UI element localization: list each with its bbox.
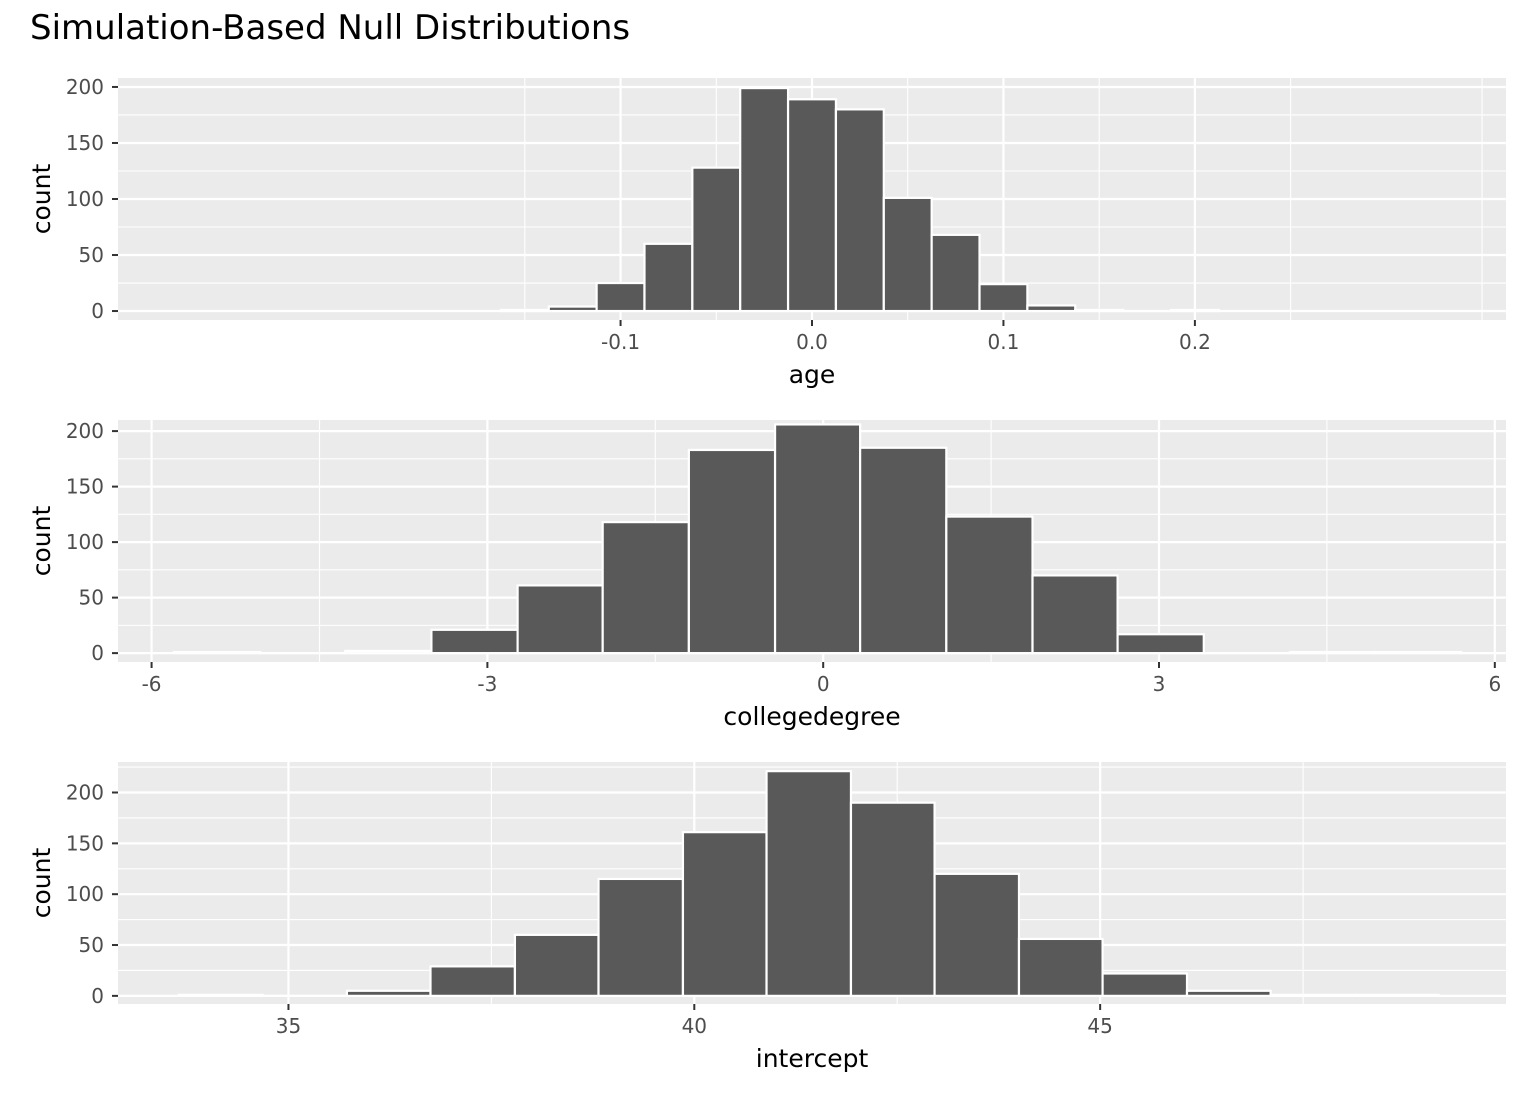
y-tick-label: 50 — [79, 243, 104, 267]
histogram-bar — [597, 877, 685, 997]
histogram-bar — [1116, 633, 1205, 655]
histogram-bar — [933, 872, 1021, 997]
histogram-bar — [1185, 989, 1272, 997]
histogram-bar — [1101, 972, 1189, 997]
histogram-bar — [691, 166, 742, 313]
y-tick-label: 200 — [66, 781, 104, 805]
histogram-bar — [1026, 304, 1077, 313]
histogram-bar — [1031, 574, 1119, 655]
histogram-bar — [1288, 650, 1377, 655]
y-tick-label: 200 — [66, 75, 104, 99]
x-axis-title: intercept — [756, 1044, 869, 1073]
y-tick-label: 150 — [66, 131, 104, 155]
histogram-bar — [643, 242, 694, 313]
x-tick-label: 0.1 — [988, 330, 1020, 354]
x-tick-label: 35 — [276, 1014, 301, 1038]
y-tick-label: 0 — [91, 299, 104, 323]
chart-panel-collegedegree: -6 -3 0 3 6 0 50 100 150 200 collegedegree count — [27, 419, 1506, 731]
histogram-bar — [765, 770, 853, 997]
histogram-bar — [1169, 308, 1220, 313]
chart-panel-age: -0.1 0.0 0.1 0.2 0 50 100 150 200 age count — [27, 75, 1506, 389]
histogram-bar — [344, 649, 433, 655]
histogram-bar — [687, 448, 777, 655]
x-tick-label: -3 — [477, 672, 497, 696]
histogram-bar — [177, 993, 264, 997]
y-tick-label: 0 — [91, 641, 104, 665]
y-tick-label: 150 — [66, 831, 104, 855]
histogram-bar — [930, 233, 981, 313]
histogram-bar — [1353, 993, 1440, 997]
y-tick-label: 200 — [66, 419, 104, 443]
histogram-bar — [882, 196, 933, 313]
histogram-bar — [499, 308, 550, 313]
histogram-bar — [430, 628, 519, 655]
x-tick-label: 6 — [1488, 672, 1501, 696]
histogram-bar — [601, 521, 690, 655]
histogram-bar — [945, 515, 1034, 655]
chart-panel-intercept: 35 40 45 0 50 100 150 200 intercept count — [27, 762, 1506, 1073]
y-axis-title: count — [27, 848, 56, 919]
y-tick-label: 150 — [66, 475, 104, 499]
x-tick-label: 45 — [1087, 1014, 1112, 1038]
histogram-bar — [595, 281, 646, 313]
x-tick-label: 40 — [682, 1014, 707, 1038]
chart-title: Simulation-Based Null Distributions — [30, 8, 631, 48]
histogram-bar — [739, 86, 790, 313]
histogram-bar — [978, 283, 1029, 313]
histogram-bar — [547, 305, 598, 313]
histogram-bar — [773, 423, 862, 655]
y-tick-label: 50 — [79, 586, 104, 610]
x-axis-title: collegedegree — [723, 702, 900, 731]
y-tick-label: 100 — [66, 530, 104, 554]
histogram-bar — [1373, 650, 1463, 655]
x-tick-label: 3 — [1153, 672, 1166, 696]
histogram-bar — [834, 108, 885, 313]
histogram-bar — [681, 831, 768, 997]
y-tick-label: 50 — [79, 933, 104, 957]
y-axis-title: count — [27, 506, 56, 577]
x-tick-label: 0.0 — [796, 330, 828, 354]
y-axis-title: count — [27, 164, 56, 235]
histogram-bar — [1074, 308, 1125, 313]
histogram-bar — [1269, 993, 1357, 997]
y-tick-label: 0 — [91, 984, 104, 1008]
y-tick-label: 100 — [66, 882, 104, 906]
histogram-bar — [429, 965, 517, 997]
x-tick-label: -6 — [142, 672, 162, 696]
histogram-bar — [786, 98, 838, 313]
histogram-bar — [1017, 937, 1104, 997]
histogram-bar — [345, 989, 432, 997]
x-tick-label: 0 — [817, 672, 830, 696]
x-axis-title: age — [789, 360, 836, 389]
y-tick-label: 100 — [66, 187, 104, 211]
histogram-bar — [513, 933, 600, 997]
x-tick-label: 0.2 — [1179, 330, 1211, 354]
histogram-bar — [516, 584, 604, 655]
x-tick-label: -0.1 — [601, 330, 640, 354]
histogram-bar — [859, 446, 948, 655]
histogram-bar — [172, 650, 262, 655]
histogram-bar — [849, 801, 936, 997]
